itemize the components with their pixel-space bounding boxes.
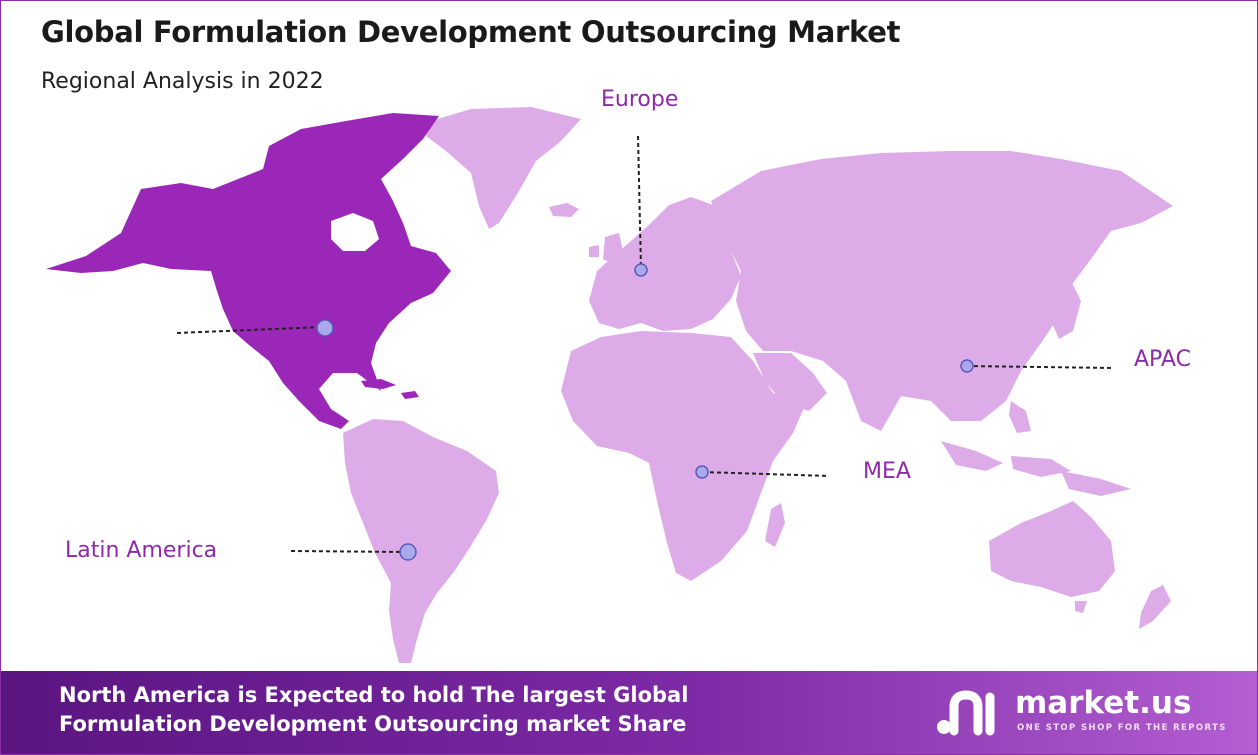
mea-connector-line — [702, 471, 830, 477]
arabia-shape — [753, 353, 827, 411]
europe-marker — [634, 263, 648, 277]
footer-banner: North America is Expected to hold The la… — [1, 671, 1257, 754]
footer-line-2: Formulation Development Outsourcing mark… — [59, 712, 687, 736]
latin-america-connector-line — [290, 550, 408, 553]
latin-america-label: Latin America — [65, 538, 218, 563]
north-america-connector-line — [176, 326, 324, 334]
europe-shape — [589, 197, 741, 331]
world-map — [46, 107, 1173, 663]
apac-marker — [960, 359, 974, 373]
apac-label: APAC — [1134, 347, 1191, 372]
north-america-shape — [46, 113, 451, 429]
mea-marker — [695, 465, 709, 479]
brand-name: market.us — [1015, 685, 1192, 721]
footer-line-1: North America is Expected to hold The la… — [59, 683, 689, 707]
hudson-bay-shape — [331, 213, 379, 251]
iceland-shape — [549, 203, 579, 217]
brand-logo-icon — [937, 690, 995, 736]
south-america-shape — [343, 419, 499, 663]
page-title: Global Formulation Development Outsourci… — [41, 15, 901, 49]
new-zealand-shape — [1075, 585, 1171, 629]
japan-shape — [1051, 281, 1081, 339]
north-america-marker — [316, 319, 334, 337]
mea-label: MEA — [863, 459, 911, 484]
latin-america-marker — [399, 543, 417, 561]
africa-shape — [561, 331, 806, 581]
greenland-shape — [426, 107, 581, 229]
southeast-asia-shape — [941, 401, 1131, 496]
europe-connector-line — [637, 135, 642, 270]
apac-connector-line — [966, 365, 1114, 369]
brand-tagline: ONE STOP SHOP FOR THE REPORTS — [1017, 723, 1227, 733]
asia-shape — [711, 151, 1173, 431]
page-subtitle: Regional Analysis in 2022 — [41, 69, 324, 94]
footer-statement: North America is Expected to hold The la… — [59, 681, 819, 739]
british-isles-shape — [589, 233, 623, 265]
madagascar-shape — [765, 503, 785, 547]
caribbean-shape — [361, 379, 419, 399]
europe-label: Europe — [601, 87, 679, 112]
australia-shape — [989, 501, 1115, 597]
